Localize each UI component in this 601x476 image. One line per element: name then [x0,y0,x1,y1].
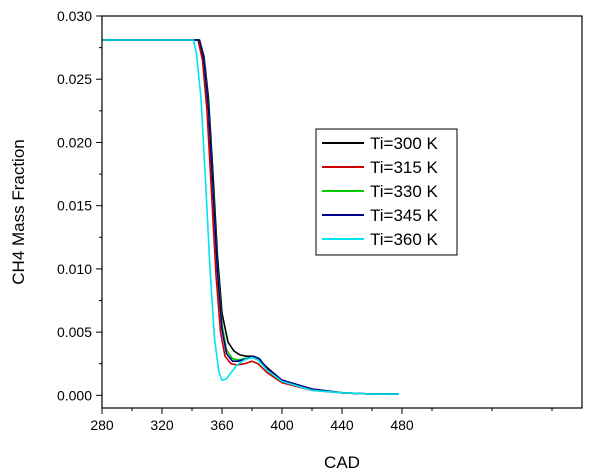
y-tick-label: 0.015 [57,198,92,214]
y-tick-label: 0.030 [57,8,92,24]
x-tick-label: 480 [390,417,414,433]
x-tick-label: 360 [210,417,234,433]
y-axis-title: CH4 Mass Fraction [9,139,28,284]
series-lines [102,39,399,395]
legend-label: Ti=300 K [370,134,439,153]
x-tick-label: 400 [270,417,294,433]
series-line-4 [102,39,399,395]
x-tick-label: 320 [150,417,174,433]
y-tick-label: 0.000 [57,387,92,403]
plot-frame [101,15,583,409]
legend-label: Ti=330 K [370,182,439,201]
y-tick-label: 0.005 [57,324,92,340]
x-axis-title: CAD [324,453,360,472]
y-tick-label: 0.020 [57,134,92,150]
x-tick-label: 440 [330,417,354,433]
legend-label: Ti=345 K [370,206,439,225]
legend-label: Ti=360 K [370,230,439,249]
y-tick-label: 0.025 [57,71,92,87]
series-line-3 [102,39,399,395]
axis-tick-labels: 280 320 360 400 440 480 0.000 0.005 0.010 0.015 0.… [57,8,414,433]
legend: Ti=300 K Ti=315 K Ti=330 K Ti=345 K Ti=360 K [315,128,458,256]
x-tick-label: 280 [90,417,114,433]
y-tick-label: 0.010 [57,261,92,277]
legend-label: Ti=315 K [370,158,439,177]
